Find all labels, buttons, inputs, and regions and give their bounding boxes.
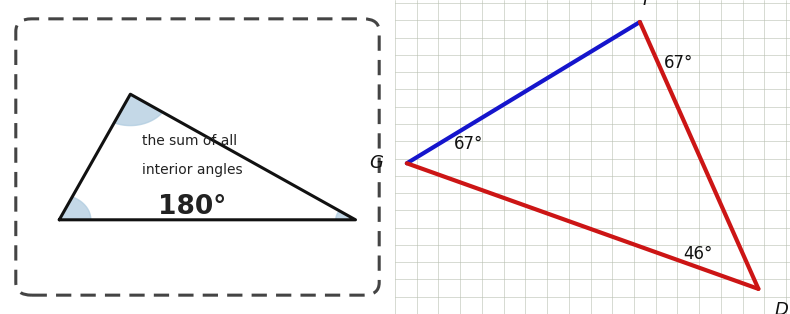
Text: F: F [642,0,653,9]
Text: 67°: 67° [664,54,693,72]
Polygon shape [336,211,356,220]
Text: 180°: 180° [158,194,227,220]
Polygon shape [59,197,91,220]
Text: the sum of all: the sum of all [142,134,237,148]
Polygon shape [114,94,163,126]
Text: interior angles: interior angles [142,163,243,176]
Text: 67°: 67° [454,135,483,154]
Text: 46°: 46° [683,245,713,263]
Text: G: G [369,154,383,172]
Text: D: D [774,301,788,314]
